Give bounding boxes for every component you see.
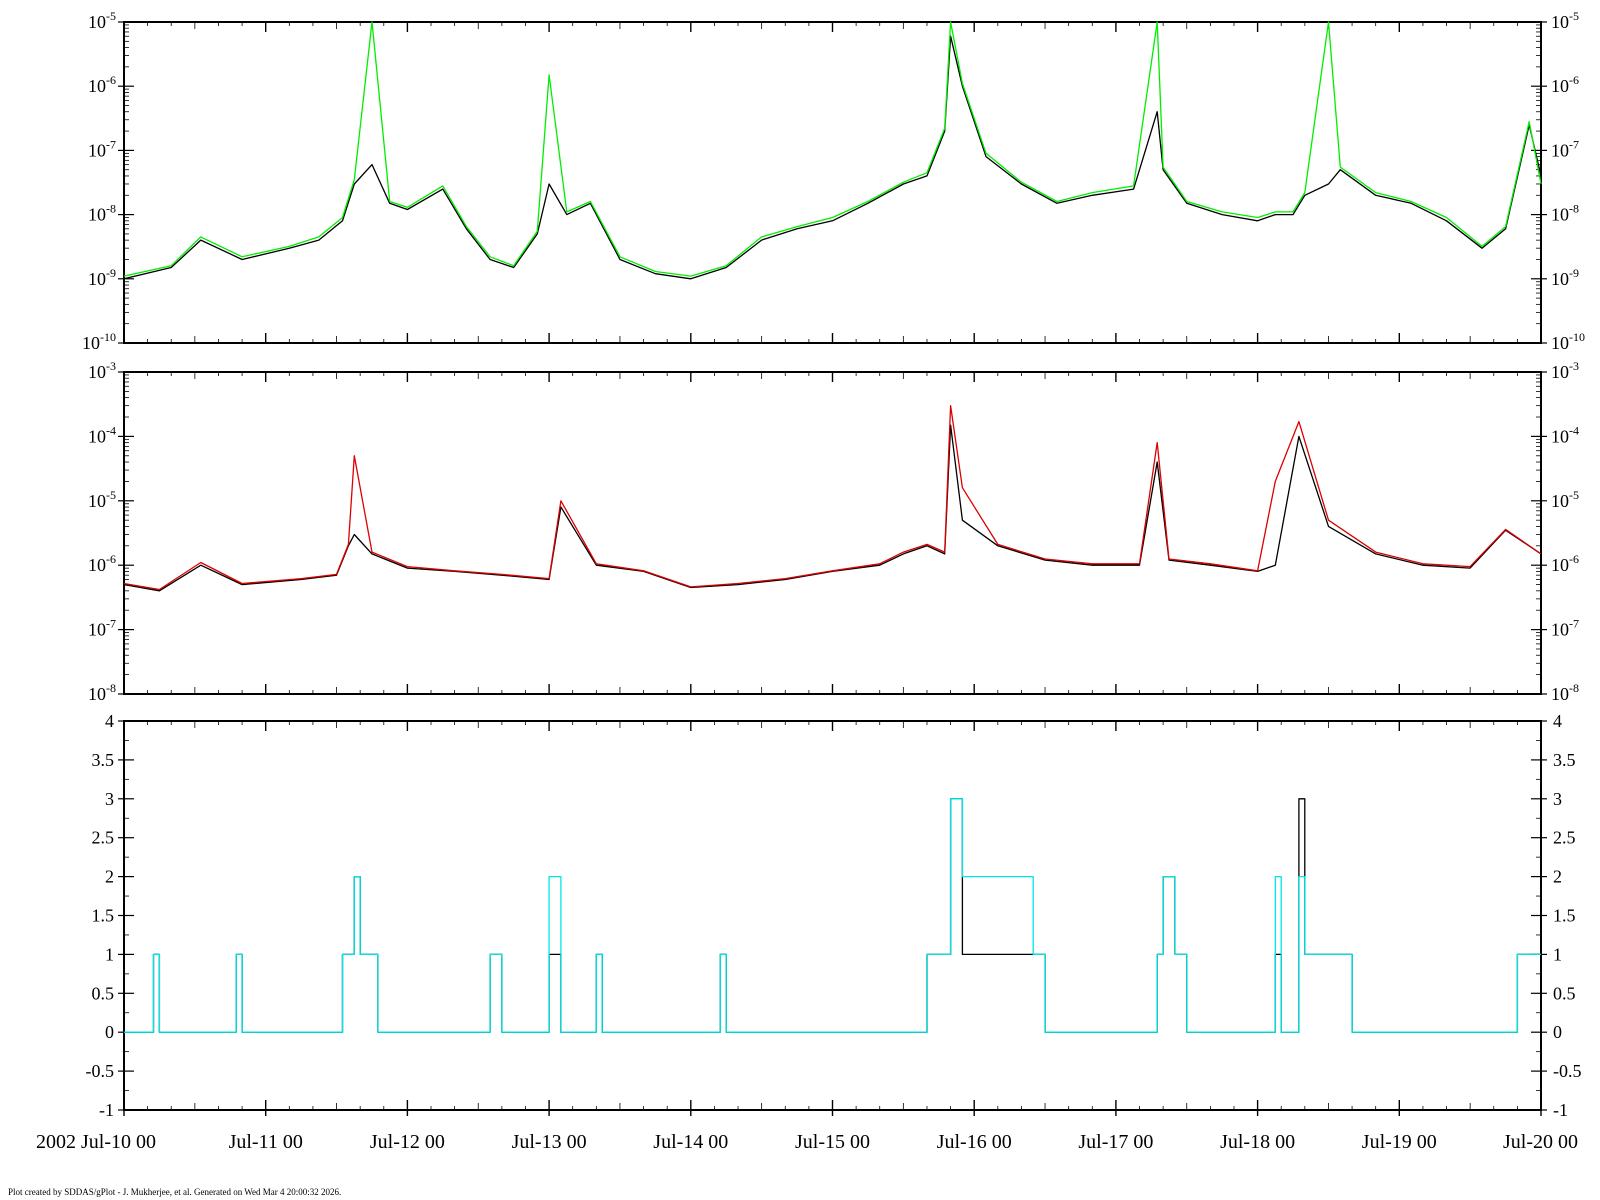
y-tick-label: 3.5 xyxy=(1553,750,1576,770)
y-tick-label: 10-4 xyxy=(1551,423,1579,446)
y-tick-label: 4 xyxy=(105,711,114,731)
series-line-2 xyxy=(123,21,1542,277)
y-tick-label: 10-8 xyxy=(88,202,116,225)
x-tick-label: Jul-14 00 xyxy=(653,1131,728,1153)
y-tick-label: 2 xyxy=(105,867,114,887)
x-tick-label: Jul-16 00 xyxy=(937,1131,1012,1153)
x-tick-label: Jul-18 00 xyxy=(1220,1131,1295,1153)
y-tick-label: 10-5 xyxy=(1551,9,1579,32)
y-tick-label: 10-4 xyxy=(88,423,116,446)
panel-frame xyxy=(123,21,1542,344)
y-tick-label: 1 xyxy=(1553,944,1562,964)
y-tick-label: 10-3 xyxy=(88,359,116,382)
y-tick-label: 1.5 xyxy=(92,906,115,926)
series-line-1 xyxy=(123,35,1542,280)
y-tick-label: 10-5 xyxy=(1551,488,1579,511)
y-tick-label: 10-9 xyxy=(88,266,116,289)
y-tick-label: 1.5 xyxy=(1553,906,1576,926)
x-axis-time-labels: 2002 Jul-10 00 Jul-11 00 Jul-12 00 Jul-13 0… xyxy=(36,1131,1578,1153)
y-tick-label: 10-6 xyxy=(1551,73,1579,96)
y-tick-label: 10-5 xyxy=(88,9,116,32)
y-tick-label: 10-8 xyxy=(88,681,116,704)
y-tick-label: 10-7 xyxy=(88,137,116,160)
x-tick-label: Jul-19 00 xyxy=(1362,1131,1437,1153)
x-tick-label: Jul-15 00 xyxy=(795,1131,870,1153)
y-tick-label: 10-6 xyxy=(88,73,116,96)
y-tick-label: 0.5 xyxy=(1553,983,1576,1003)
panel-1-log-flux: 10-5 10-5 10-6 10-6 10-7 10-7 10-8 10-8 10-9 10-9… xyxy=(82,9,1585,353)
y-tick-label: -1 xyxy=(99,1100,114,1120)
panel-frame xyxy=(123,720,1542,1111)
series-line-2 xyxy=(123,405,1542,591)
x-tick-label: Jul-12 00 xyxy=(370,1131,445,1153)
y-tick-label: 4 xyxy=(1553,711,1562,731)
y-tick-label: 2.5 xyxy=(1553,828,1576,848)
y-tick-label: 0 xyxy=(1553,1022,1562,1042)
y-tick-label: 3 xyxy=(1553,789,1562,809)
y-tick-label: 10-7 xyxy=(88,617,116,640)
y-tick-label: -0.5 xyxy=(1553,1061,1582,1081)
y-tick-label: -1 xyxy=(1553,1100,1568,1120)
y-tick-label: 2 xyxy=(1553,867,1562,887)
y-tick-label: 2.5 xyxy=(92,828,115,848)
x-tick-label: Jul-13 00 xyxy=(512,1131,587,1153)
y-tick-label: 10-9 xyxy=(1551,266,1579,289)
y-tick-label: 10-10 xyxy=(1551,330,1585,353)
y-tick-label: 10-6 xyxy=(1551,552,1579,575)
y-tick-label: -0.5 xyxy=(86,1061,115,1081)
y-tick-label: 10-3 xyxy=(1551,359,1579,382)
y-tick-label: 10-5 xyxy=(88,488,116,511)
panel-3-linear-index: 4 4 3.5 3.5 3 3 2.5 2.5 2 2 1.5 1.5 1 1 0.5 0.5 0 0 -0.5 -0… xyxy=(86,711,1582,1120)
y-tick-label: 10-7 xyxy=(1551,137,1579,160)
panel-2-log-flux: 10-3 10-3 10-4 10-4 10-5 10-5 10-6 10-6 10-7 10-7… xyxy=(88,359,1579,704)
x-tick-label: Jul-11 00 xyxy=(229,1131,303,1153)
panel-frame xyxy=(123,371,1542,695)
series-line-1 xyxy=(124,798,1541,1033)
x-tick-label: 2002 Jul-10 00 xyxy=(36,1131,156,1153)
plot-credit-text: Plot created by SDDAS/gPlot - J. Mukherj… xyxy=(8,1187,342,1197)
y-tick-label: 3 xyxy=(105,789,114,809)
y-tick-label: 10-8 xyxy=(1551,681,1579,704)
series-line-2 xyxy=(124,798,1541,1033)
y-tick-label: 0 xyxy=(105,1022,114,1042)
y-tick-label: 1 xyxy=(105,944,114,964)
x-tick-label: Jul-20 00 xyxy=(1503,1131,1578,1153)
y-tick-label: 10-10 xyxy=(82,330,116,353)
series-line-1 xyxy=(123,424,1542,592)
y-tick-label: 10-6 xyxy=(88,552,116,575)
x-tick-label: Jul-17 00 xyxy=(1078,1131,1153,1153)
y-tick-label: 10-7 xyxy=(1551,617,1579,640)
y-tick-label: 0.5 xyxy=(92,983,115,1003)
y-tick-label: 10-8 xyxy=(1551,202,1579,225)
y-tick-label: 3.5 xyxy=(92,750,115,770)
